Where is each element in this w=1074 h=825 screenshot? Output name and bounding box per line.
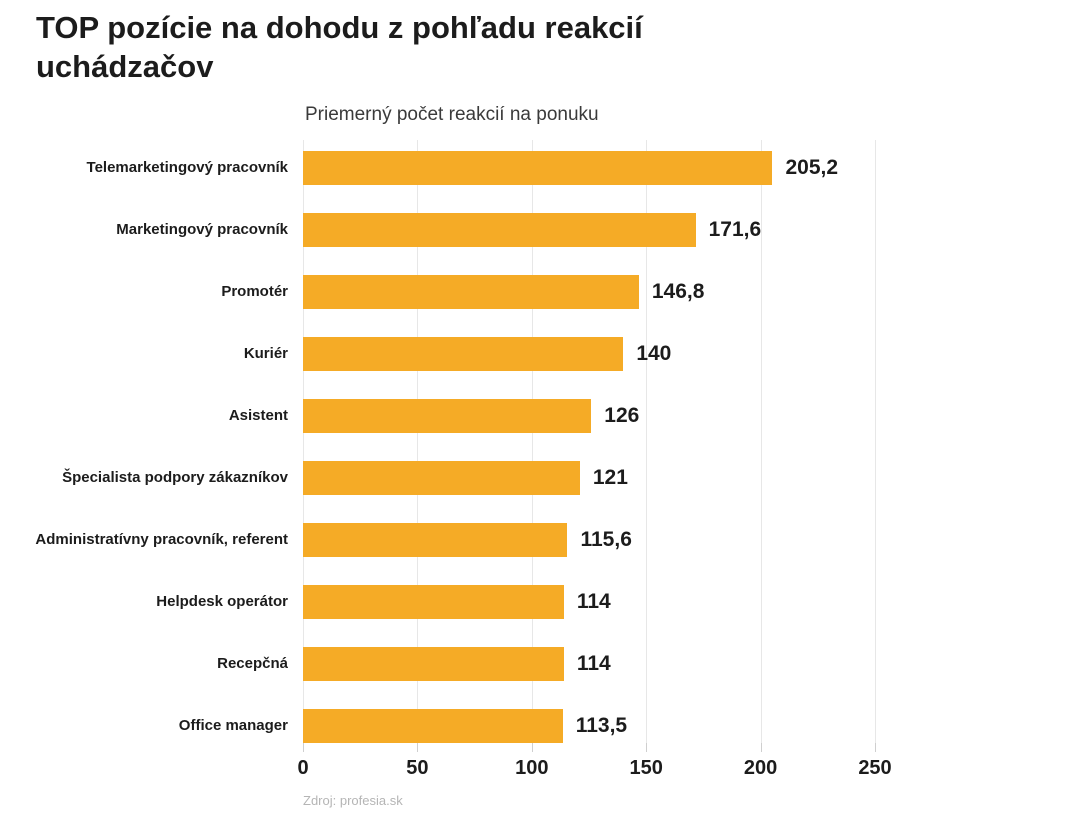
category-label: Asistent [228, 407, 288, 424]
axis-tick [875, 743, 876, 752]
bar [303, 523, 568, 557]
bar [303, 399, 592, 433]
category-label: Recepčná [217, 655, 288, 672]
axis-tick [531, 743, 533, 752]
category-label: Špecialista podpory zákazníkov [62, 469, 288, 486]
axis-tick [417, 743, 419, 752]
x-axis-tick-label: 250 [858, 757, 892, 779]
axis-tick [303, 743, 304, 752]
gridline [760, 140, 762, 743]
gridline [417, 140, 419, 743]
bar [303, 151, 773, 185]
bar [303, 709, 563, 743]
bar-chart: 0 50 100 150 200 250 Telemarketingový pracovní… [0, 140, 1074, 790]
category-label: Helpdesk operátor [156, 593, 288, 610]
value-label: 140 [636, 342, 672, 365]
value-label: 113,5 [575, 714, 628, 737]
value-label: 205,2 [785, 156, 839, 179]
chart-subtitle: Priemerný počet reakcií na ponuku [305, 104, 599, 125]
axis-tick [646, 743, 648, 752]
x-axis-tick-label: 150 [629, 757, 663, 779]
bar [303, 585, 564, 619]
category-label: Marketingový pracovník [116, 221, 288, 238]
x-axis-tick-label: 100 [515, 757, 549, 779]
x-axis-tick-label: 50 [406, 757, 429, 779]
gridline [303, 140, 304, 743]
axis-tick [760, 743, 762, 752]
bar [303, 275, 639, 309]
category-label: Telemarketingový pracovník [86, 159, 288, 176]
value-label: 115,6 [580, 528, 632, 551]
value-label: 114 [576, 652, 611, 675]
gridline [875, 140, 876, 743]
gridline [646, 140, 648, 743]
bar [303, 461, 580, 495]
category-label: Promotér [221, 283, 288, 300]
value-label: 121 [592, 466, 628, 489]
value-label: 146,8 [651, 280, 705, 303]
x-axis-tick-label: 0 [297, 757, 309, 779]
category-label: Administratívny pracovník, referent [35, 531, 288, 548]
category-label: Kuriér [243, 345, 288, 362]
x-axis-tick-label: 200 [743, 757, 778, 779]
gridline [531, 140, 533, 743]
value-label: 126 [604, 404, 640, 427]
value-label: 171,6 [708, 218, 762, 241]
value-label: 114 [576, 590, 611, 613]
bar [303, 337, 624, 371]
category-label: Office manager [178, 717, 288, 734]
bar [303, 213, 696, 247]
source-note: Zdroj: profesia.sk [303, 793, 403, 808]
page-title: TOP pozície na dohodu z pohľadu reakcií … [36, 10, 643, 84]
bar [303, 647, 564, 681]
